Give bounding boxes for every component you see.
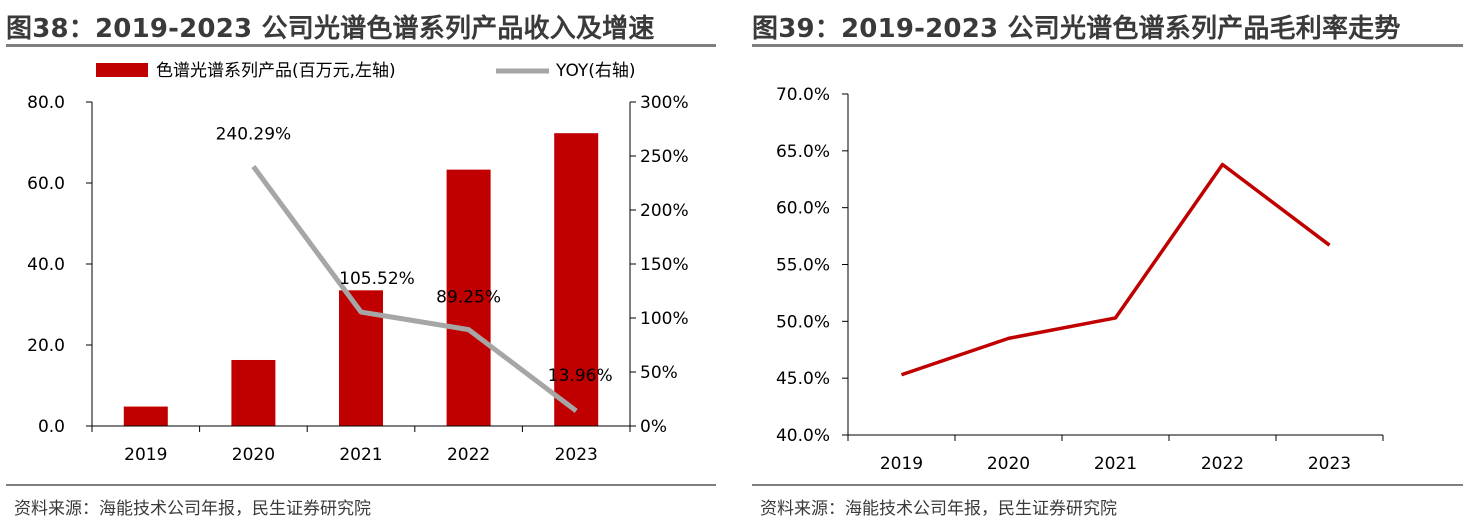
data-label-yoy: 240.29% xyxy=(216,124,292,144)
y-tick-label-right: 150% xyxy=(640,255,689,275)
data-label-yoy: 89.25% xyxy=(436,288,501,308)
y-tick-label: 60.0% xyxy=(776,199,830,219)
source-rule-right xyxy=(752,484,1463,486)
y-tick-label-right: 100% xyxy=(640,309,689,329)
x-tick-label: 2019 xyxy=(124,445,167,465)
source-rule-left xyxy=(6,484,716,486)
x-tick-label: 2020 xyxy=(232,445,275,465)
bar xyxy=(446,169,491,426)
title-rule-right xyxy=(752,44,1463,47)
y-tick-label: 50.0% xyxy=(776,312,830,332)
y-tick-label-right: 300% xyxy=(640,93,689,113)
x-tick-label: 2022 xyxy=(447,445,490,465)
title-rule-left xyxy=(6,44,716,47)
y-tick-label: 40.0% xyxy=(776,426,830,446)
data-label-yoy: 13.96% xyxy=(548,366,613,386)
source-note-right: 资料来源：海能技术公司年报，民生证券研究院 xyxy=(760,499,1117,519)
revenue-yoy-chart: 色谱光谱系列产品(百万元,左轴) YOY(右轴) 0.0 20.0 40.0 60.0 80… xyxy=(27,61,689,465)
series-line-yoy xyxy=(251,165,578,413)
y-tick-label-right: 0% xyxy=(640,417,667,437)
y-tick-label-left: 0.0 xyxy=(38,417,65,437)
bar xyxy=(123,406,168,426)
y-tick-label-right: 250% xyxy=(640,147,689,167)
y-tick-label-left: 20.0 xyxy=(27,336,65,356)
x-tick-label: 2023 xyxy=(1308,454,1351,474)
x-tick-label: 2019 xyxy=(880,454,923,474)
y-tick-label: 45.0% xyxy=(776,369,830,389)
y-tick-label-right: 200% xyxy=(640,201,689,221)
x-tick-label: 2023 xyxy=(555,445,598,465)
y-tick-label-left: 60.0 xyxy=(27,174,65,194)
left-panel: 图38：2019-2023 公司光谱色谱系列产品收入及增速 色谱光谱系列产品(百… xyxy=(0,0,716,525)
bar xyxy=(554,133,599,426)
gross-margin-chart: 40.0% 45.0% 50.0% 55.0% 60.0% 65.0% 70.0% 2019 2… xyxy=(776,85,1384,474)
y-tick-label-left: 40.0 xyxy=(27,255,65,275)
chart-title-right: 图39：2019-2023 公司光谱色谱系列产品毛利率走势 xyxy=(752,14,1401,44)
y-tick-label: 55.0% xyxy=(776,256,830,276)
data-label-yoy: 105.52% xyxy=(339,269,415,289)
source-note-left: 资料来源：海能技术公司年报，民生证券研究院 xyxy=(14,499,371,519)
y-tick-label: 70.0% xyxy=(776,85,830,105)
legend-swatch-bar xyxy=(96,63,148,77)
bar xyxy=(231,359,276,426)
x-tick-label: 2021 xyxy=(339,445,382,465)
series-line-margin xyxy=(900,162,1331,377)
legend-label-bar: 色谱光谱系列产品(百万元,左轴) xyxy=(156,61,396,81)
x-tick-label: 2021 xyxy=(1094,454,1137,474)
x-tick-label: 2020 xyxy=(987,454,1030,474)
x-tick-label: 2022 xyxy=(1201,454,1244,474)
chart-title-left: 图38：2019-2023 公司光谱色谱系列产品收入及增速 xyxy=(6,14,655,44)
right-panel: 图39：2019-2023 公司光谱色谱系列产品毛利率走势 40.0% 45.0%… xyxy=(746,0,1463,525)
y-tick-label: 65.0% xyxy=(776,142,830,162)
y-tick-label-left: 80.0 xyxy=(27,93,65,113)
legend-label-line: YOY(右轴) xyxy=(555,61,636,81)
y-tick-label-right: 50% xyxy=(640,363,678,383)
